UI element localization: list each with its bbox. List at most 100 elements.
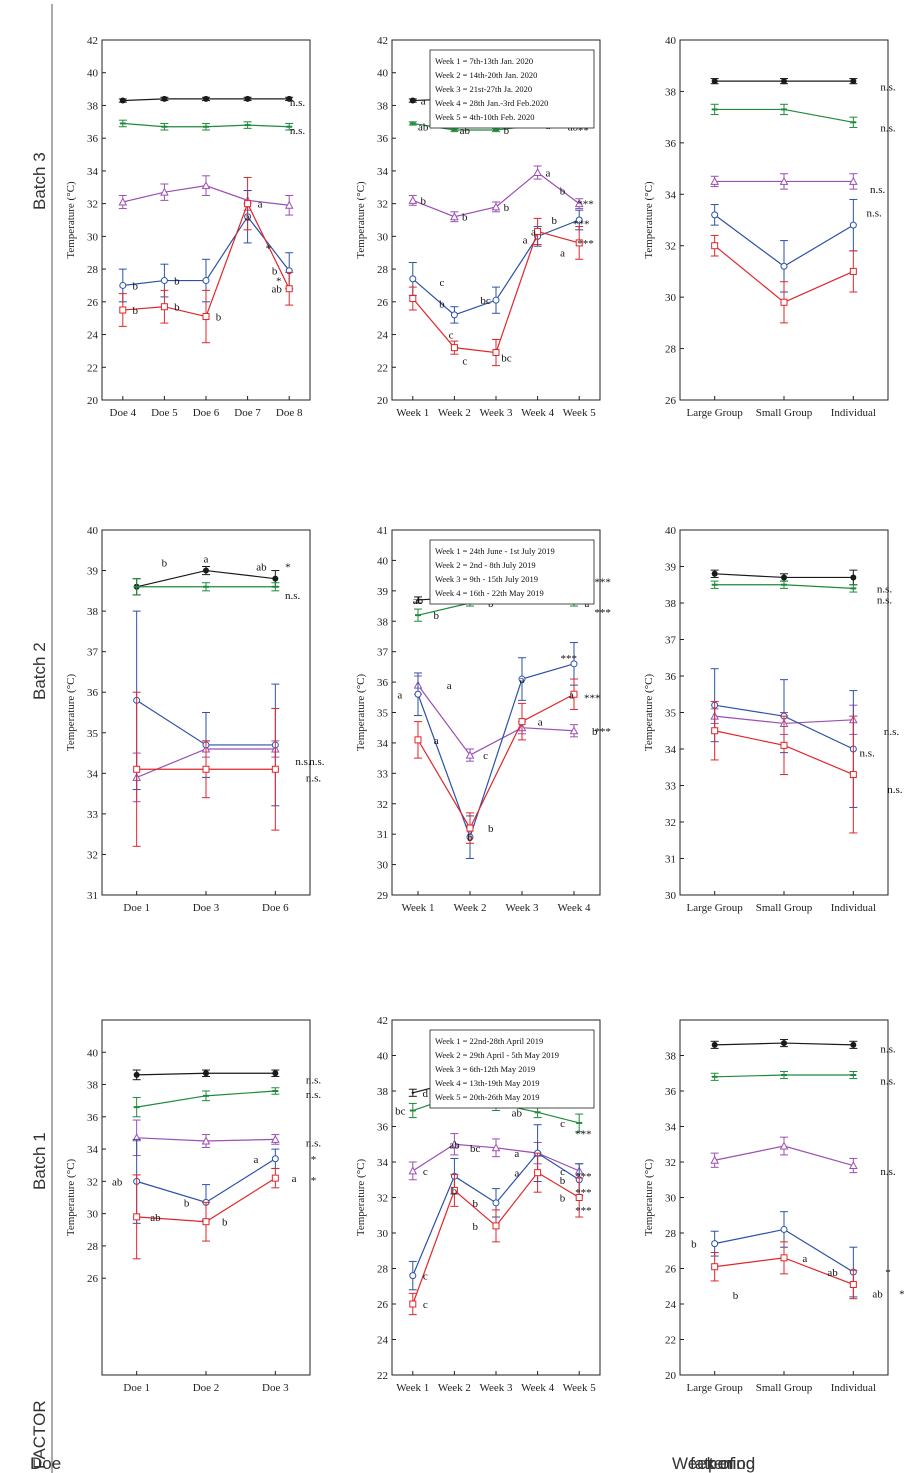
data-point — [492, 296, 500, 304]
series-green — [118, 119, 294, 131]
y-tick-label: 39 — [665, 562, 677, 574]
data-point — [202, 313, 210, 321]
y-tick-label: 30 — [377, 1228, 389, 1240]
data-label: b — [691, 1239, 697, 1251]
data-point — [781, 574, 787, 581]
data-label: a — [434, 735, 439, 747]
y-axis-label: Temperature (°C) — [355, 1159, 367, 1237]
series-purple — [710, 1136, 858, 1174]
data-label: d — [423, 1088, 429, 1100]
data-point — [849, 1280, 857, 1288]
y-tick-label: 34 — [87, 768, 99, 780]
data-point — [161, 95, 168, 102]
legend-entry: Week 5 = 4th-10th Feb. 2020 — [435, 112, 535, 122]
data-label: b — [222, 1217, 228, 1229]
series-red — [408, 1152, 584, 1316]
y-tick-label: 38 — [377, 1086, 389, 1098]
data-point — [272, 575, 279, 582]
data-point — [244, 95, 251, 102]
data-label: c — [439, 277, 444, 289]
series-red — [408, 217, 584, 367]
data-label: n.s. — [866, 207, 882, 219]
data-point — [203, 567, 209, 574]
data-point — [575, 239, 583, 247]
legend-entry: Week 5 = 20th-26th May 2019 — [435, 1092, 539, 1102]
data-point — [779, 176, 789, 185]
x-tick-label: Week 2 — [438, 407, 471, 419]
x-tick-label: Individual — [831, 1382, 876, 1394]
data-label: b — [174, 276, 180, 288]
data-point — [710, 176, 720, 185]
series-purple — [413, 675, 579, 762]
y-tick-label: 28 — [665, 344, 677, 356]
legend-box — [429, 49, 595, 129]
y-tick-label: 32 — [665, 817, 676, 829]
data-point — [203, 1070, 209, 1077]
data-point — [119, 306, 127, 314]
series-purple — [132, 1119, 280, 1157]
y-tick-label: 22 — [665, 1335, 676, 1347]
y-tick-label: 33 — [665, 781, 677, 793]
data-point — [409, 275, 417, 283]
data-label: * — [311, 1175, 317, 1187]
data-point — [710, 1155, 720, 1164]
data-label: ab — [112, 1176, 123, 1188]
data-label: n.s. — [306, 772, 322, 784]
y-tick-label: 40 — [377, 68, 389, 80]
data-point — [160, 277, 168, 285]
series-blue — [408, 209, 584, 324]
data-label: n.s. — [887, 784, 903, 796]
data-label: n.s. — [306, 1089, 322, 1101]
data-label: n.s. — [884, 726, 900, 738]
data-label: b — [452, 1185, 458, 1197]
y-tick-label: 42 — [377, 35, 388, 47]
y-tick-label: 36 — [87, 687, 99, 699]
y-tick-label: 34 — [665, 1122, 677, 1134]
data-label: n.s. — [290, 125, 306, 137]
x-tick-label: Doe 2 — [193, 1382, 220, 1394]
data-point — [781, 78, 787, 85]
y-tick-label: 38 — [87, 606, 99, 618]
y-tick-label: 22 — [377, 362, 388, 374]
data-point — [271, 765, 279, 773]
y-tick-label: 28 — [377, 1264, 389, 1276]
data-label: a — [514, 1168, 519, 1180]
y-tick-label: 36 — [665, 138, 677, 150]
y-tick-label: 40 — [87, 68, 99, 80]
data-point — [848, 1160, 858, 1170]
x-tick-label: Large Group — [687, 902, 744, 914]
x-tick-label: Individual — [831, 407, 876, 419]
data-label: b — [560, 186, 566, 198]
series-black — [132, 1069, 280, 1081]
data-label: b — [420, 195, 426, 207]
series-black — [710, 1039, 858, 1049]
data-point — [711, 1240, 719, 1248]
data-label: * — [311, 1154, 317, 1166]
x-tick-label: Doe 1 — [123, 902, 150, 914]
x-tick-label: Doe 6 — [262, 902, 289, 914]
x-tick-label: Week 4 — [557, 902, 591, 914]
data-point — [414, 690, 422, 698]
data-point — [286, 95, 293, 102]
data-label: * — [885, 1267, 891, 1279]
data-label: bc — [501, 352, 512, 364]
data-point — [849, 267, 857, 275]
y-tick-label: 30 — [87, 231, 99, 243]
data-label: b — [162, 557, 168, 569]
y-tick-label: 28 — [665, 1228, 677, 1240]
y-axis-label: Temperature (°C) — [643, 181, 655, 259]
y-axis-label: Temperature (°C) — [643, 1159, 655, 1237]
legend-entry: Week 3 = 9th - 15th July 2019 — [435, 574, 538, 584]
y-tick-label: 31 — [377, 829, 388, 841]
column-header-batch-3: Batch 3 — [30, 152, 49, 210]
x-tick-label: Doe 3 — [193, 902, 220, 914]
data-point — [492, 1199, 500, 1207]
legend-entry: Week 2 = 14th-20th Jan. 2020 — [435, 70, 537, 80]
data-label: b — [560, 1193, 566, 1205]
x-tick-label: Individual — [831, 902, 876, 914]
data-point — [780, 1225, 788, 1233]
series-black — [710, 78, 858, 85]
data-point — [244, 200, 252, 208]
data-label: *** — [575, 1129, 592, 1141]
data-label: b — [439, 298, 445, 310]
